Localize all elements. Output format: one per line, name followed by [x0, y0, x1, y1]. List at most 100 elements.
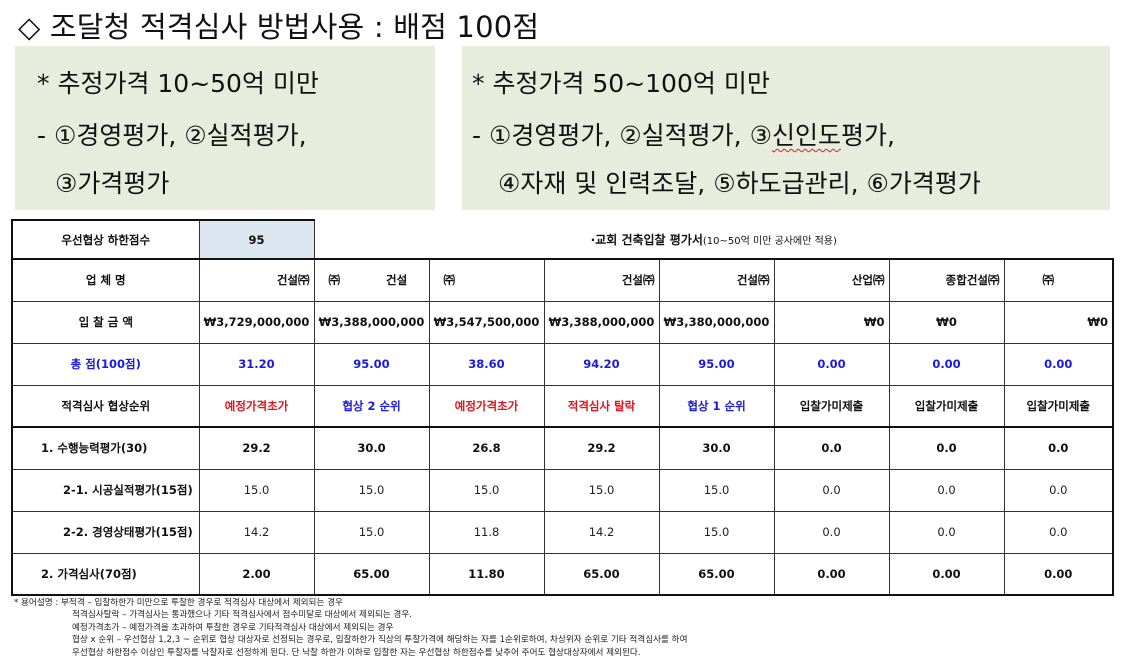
rank-cell: 예정가격초가 — [198, 384, 315, 428]
total-cell: 38.60 — [428, 342, 545, 386]
performance-cell: 29.2 — [198, 426, 315, 470]
company-8: ㈜ — [1003, 258, 1114, 302]
page-title: ◇ 조달청 적격심사 방법사용 : 배점 100점 — [18, 10, 540, 44]
bid-cell: ₩3,388,000,000 — [313, 300, 430, 344]
performance-cell: 0.0 — [1003, 426, 1114, 470]
left-box-line-3: ③가격평가 — [55, 169, 170, 198]
price-review-cell: 0.00 — [888, 552, 1005, 596]
bid-cell: ₩0 — [1003, 300, 1114, 344]
total-cell: 0.00 — [888, 342, 1005, 386]
rank-cell: 입찰가미제출 — [888, 384, 1005, 428]
bid-cell: ₩0 — [773, 300, 890, 344]
management-status-row: 2-2. 경영상태평가(15점) 14.2 15.0 11.8 14.2 15.… — [11, 510, 1114, 554]
left-box-line-2: - ①경영평가, ②실적평가, — [37, 121, 307, 150]
bid-cell: ₩3,388,000,000 — [543, 300, 660, 344]
construction-record-label: 2-1. 시공실적평가(15점) — [11, 468, 200, 512]
note-line: 협상 x 순위 – 우선협상 1,2,3 ~ 순위로 협상 대상자로 선정되는 … — [72, 635, 688, 646]
company-1: 건설㈜ — [198, 258, 315, 302]
evaluation-table: 우선협상 하한점수 95 ·교회 건축입찰 평가서(10~50억 미만 공사에만… — [11, 219, 1114, 596]
construction-record-row: 2-1. 시공실적평가(15점) 15.0 15.0 15.0 15.0 15.… — [11, 468, 1114, 512]
right-box-line-2-b: 신인도 — [772, 121, 842, 150]
performance-cell: 30.0 — [313, 426, 430, 470]
total-cell: 94.20 — [543, 342, 660, 386]
total-cell: 95.00 — [658, 342, 775, 386]
performance-cell: 26.8 — [428, 426, 545, 470]
total-cell: 0.00 — [1003, 342, 1114, 386]
company-5: 건설㈜ — [658, 258, 775, 302]
rank-cell: 적격심사 탈락 — [543, 384, 660, 428]
total-row: 총 점(100점) 31.20 95.00 38.60 94.20 95.00 … — [11, 342, 1114, 386]
total-cell: 31.20 — [198, 342, 315, 386]
table-title: ·교회 건축입찰 평가서(10~50억 미만 공사에만 적용) — [313, 220, 1113, 260]
bid-cell: ₩0 — [888, 300, 1005, 344]
threshold-label: 우선협상 하한점수 — [11, 219, 200, 260]
total-cell: 95.00 — [313, 342, 430, 386]
performance-cell: 29.2 — [543, 426, 660, 470]
company-2: ㈜ 건설 — [313, 258, 430, 302]
management-status-cell: 14.2 — [198, 510, 315, 554]
performance-cell: 30.0 — [658, 426, 775, 470]
company-3: ㈜ — [428, 258, 545, 302]
note-line: 적격심사탈락 – 가격심사는 통과했으나 기타 적격심사에서 점수미달로 대상에… — [72, 610, 412, 621]
bid-cell: ₩3,380,000,000 — [658, 300, 775, 344]
company-6: 산업㈜ — [773, 258, 890, 302]
performance-label: 1. 수행능력평가(30) — [11, 426, 200, 470]
table-title-note: (10~50억 미만 공사에만 적용) — [702, 235, 837, 247]
price-review-cell: 11.80 — [428, 552, 545, 596]
construction-record-cell: 0.0 — [1003, 468, 1114, 512]
company-4: 건설㈜ — [543, 258, 660, 302]
performance-cell: 0.0 — [773, 426, 890, 470]
left-criteria-box: * 추정가격 10~50억 미만 - ①경영평가, ②실적평가, ③가격평가 — [15, 46, 435, 210]
price-review-cell: 65.00 — [313, 552, 430, 596]
note-line: * 용어설명 : 부적격 – 입찰하한가 미만으로 투찰한 경우로 적격심사 대… — [14, 598, 343, 608]
left-box-line-1: * 추정가격 10~50억 미만 — [37, 69, 319, 98]
company-row-label: 업 체 명 — [11, 258, 200, 302]
rank-cell: 협상 1 순위 — [658, 384, 775, 428]
price-review-row: 2. 가격심사(70점) 2.00 65.00 11.80 65.00 65.0… — [11, 552, 1114, 596]
price-review-cell: 0.00 — [773, 552, 890, 596]
bid-cell: ₩3,729,000,000 — [198, 300, 315, 344]
construction-record-cell: 15.0 — [198, 468, 315, 512]
construction-record-cell: 15.0 — [313, 468, 430, 512]
right-box-line-1: * 추정가격 50~100억 미만 — [472, 69, 770, 98]
management-status-cell: 0.0 — [773, 510, 890, 554]
construction-record-cell: 0.0 — [773, 468, 890, 512]
management-status-cell: 15.0 — [658, 510, 775, 554]
price-review-cell: 0.00 — [1003, 552, 1114, 596]
right-box-line-2-a: - ①경영평가, ②실적평가, ③ — [472, 121, 772, 150]
table-title-main: ·교회 건축입찰 평가서 — [590, 232, 703, 247]
rank-label: 적격심사 협상순위 — [11, 384, 200, 428]
right-criteria-box: * 추정가격 50~100억 미만 - ①경영평가, ②실적평가, ③신인도평가… — [462, 46, 1110, 210]
construction-record-cell: 0.0 — [888, 468, 1005, 512]
performance-cell: 0.0 — [888, 426, 1005, 470]
note-line: 예정가격초가 – 예정가격을 초과하여 투찰한 경우로 기타적격심사 대상에서 … — [72, 622, 394, 633]
right-box-line-2-c: 평가, — [841, 121, 895, 150]
rank-cell: 입찰가미제출 — [1003, 384, 1114, 428]
company-7: 종합건설㈜ — [888, 258, 1005, 302]
price-review-cell: 65.00 — [658, 552, 775, 596]
bid-label: 입 찰 금 액 — [11, 300, 200, 344]
note-line: 우선협상 하한점수 이상인 투찰자를 낙찰자로 선정하게 된다. 단 낙찰 하한… — [72, 647, 641, 658]
management-status-label: 2-2. 경영상태평가(15점) — [11, 510, 200, 554]
total-label: 총 점(100점) — [11, 342, 200, 386]
bid-row: 입 찰 금 액 ₩3,729,000,000 ₩3,388,000,000 ₩3… — [11, 300, 1114, 344]
rank-cell: 예정가격초가 — [428, 384, 545, 428]
right-box-line-3: ④자재 및 인력조달, ⑤하도급관리, ⑥가격평가 — [498, 169, 981, 198]
price-review-cell: 2.00 — [198, 552, 315, 596]
management-status-cell: 0.0 — [888, 510, 1005, 554]
bid-cell: ₩3,547,500,000 — [428, 300, 545, 344]
price-review-cell: 65.00 — [543, 552, 660, 596]
rank-row: 적격심사 협상순위 예정가격초가 협상 2 순위 예정가격초가 적격심사 탈락 … — [11, 384, 1114, 428]
management-status-cell: 14.2 — [543, 510, 660, 554]
term-notes: * 용어설명 : 부적격 – 입찰하한가 미만으로 투찰한 경우로 적격심사 대… — [14, 597, 687, 659]
management-status-cell: 0.0 — [1003, 510, 1114, 554]
rank-cell: 협상 2 순위 — [313, 384, 430, 428]
performance-row: 1. 수행능력평가(30) 29.2 30.0 26.8 29.2 30.0 0… — [11, 426, 1114, 470]
construction-record-cell: 15.0 — [543, 468, 660, 512]
construction-record-cell: 15.0 — [658, 468, 775, 512]
total-cell: 0.00 — [773, 342, 890, 386]
management-status-cell: 15.0 — [313, 510, 430, 554]
right-box-line-2: - ①경영평가, ②실적평가, ③신인도평가, — [472, 116, 895, 152]
management-status-cell: 11.8 — [428, 510, 545, 554]
price-review-label: 2. 가격심사(70점) — [11, 552, 200, 596]
